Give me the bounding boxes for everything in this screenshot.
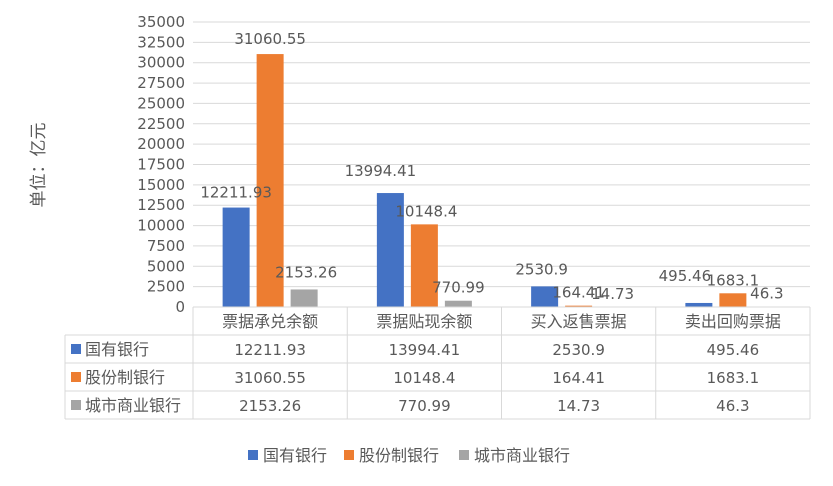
data-label: 495.46 xyxy=(659,267,712,285)
data-label: 1683.1 xyxy=(707,271,760,289)
y-axis-ticks: 0 2500 5000 7500 10000 12500 15000 17500 20000 22… xyxy=(137,13,185,316)
table-legend-key xyxy=(71,400,81,410)
table-cell: 2530.9 xyxy=(552,341,605,359)
y-tick-label: 10000 xyxy=(137,217,185,235)
bar-2-1 xyxy=(444,300,472,307)
y-tick-label: 12500 xyxy=(137,196,185,214)
y-tick-label: 7500 xyxy=(147,237,185,255)
legend-key xyxy=(344,450,354,460)
y-tick-label: 15000 xyxy=(137,176,185,194)
table-cell: 495.46 xyxy=(707,341,760,359)
table-series-name: 股份制银行 xyxy=(85,368,165,387)
y-tick-label: 25000 xyxy=(137,94,185,112)
bar-0-0 xyxy=(222,207,250,307)
legend-label: 股份制银行 xyxy=(359,446,439,465)
table-legend-key xyxy=(71,344,81,354)
y-tick-label: 22500 xyxy=(137,115,185,133)
y-tick-label: 30000 xyxy=(137,54,185,72)
legend: 国有银行 股份制银行 城市商业银行 xyxy=(248,446,570,465)
data-label: 14.73 xyxy=(591,285,634,303)
data-label: 12211.93 xyxy=(200,184,272,202)
y-tick-label: 0 xyxy=(175,298,185,316)
data-label: 770.99 xyxy=(432,279,485,297)
data-label: 2153.26 xyxy=(275,263,337,281)
data-label: 13994.41 xyxy=(345,162,417,180)
y-tick-label: 27500 xyxy=(137,74,185,92)
table-cell: 164.41 xyxy=(552,369,605,387)
bars xyxy=(222,54,781,308)
table-cell: 31060.55 xyxy=(234,369,306,387)
bar-1-2 xyxy=(565,305,593,307)
y-tick-label: 20000 xyxy=(137,135,185,153)
legend-label: 城市商业银行 xyxy=(474,446,570,465)
legend-label: 国有银行 xyxy=(263,446,327,465)
bar-1-3 xyxy=(719,293,747,307)
table-legend-key xyxy=(71,372,81,382)
table-cell: 13994.41 xyxy=(389,341,461,359)
y-tick-label: 2500 xyxy=(147,278,185,296)
bar-1-0 xyxy=(256,54,284,308)
data-label: 164.41 xyxy=(552,284,605,302)
y-tick-label: 17500 xyxy=(137,156,185,174)
data-label: 31060.55 xyxy=(234,30,306,48)
y-tick-label: 5000 xyxy=(147,257,185,275)
table-cell: 2153.26 xyxy=(239,397,301,415)
table-series-name: 国有银行 xyxy=(85,340,149,359)
table-cell: 46.3 xyxy=(716,397,749,415)
bar-1-1 xyxy=(410,224,438,307)
table-cell: 12211.93 xyxy=(234,341,306,359)
legend-key xyxy=(248,450,258,460)
table-cell: 1683.1 xyxy=(707,369,760,387)
bar-0-1 xyxy=(376,193,404,307)
legend-key xyxy=(459,450,469,460)
data-label: 46.3 xyxy=(750,285,783,303)
category-label: 票据承兑余额 xyxy=(222,312,318,331)
data-labels: 12211.93 13994.41 2530.9 495.46 31060.55 1014… xyxy=(200,30,783,303)
table-cell: 770.99 xyxy=(398,397,451,415)
bar-0-2 xyxy=(531,286,559,307)
data-label: 10148.4 xyxy=(395,202,457,220)
data-label: 2530.9 xyxy=(515,260,568,278)
bar-2-0 xyxy=(290,289,318,307)
category-label: 买入返售票据 xyxy=(531,312,627,331)
table-cell: 14.73 xyxy=(557,397,600,415)
gridlines xyxy=(193,21,810,308)
category-label: 票据贴现余额 xyxy=(376,312,472,331)
y-tick-label: 35000 xyxy=(137,13,185,31)
bar-0-3 xyxy=(685,302,713,307)
category-label: 卖出回购票据 xyxy=(685,312,781,331)
table-series-name: 城市商业银行 xyxy=(85,396,181,415)
table-cell: 10148.4 xyxy=(393,369,455,387)
y-tick-label: 32500 xyxy=(137,33,185,51)
y-axis-label: 单位：亿元 xyxy=(29,123,49,208)
